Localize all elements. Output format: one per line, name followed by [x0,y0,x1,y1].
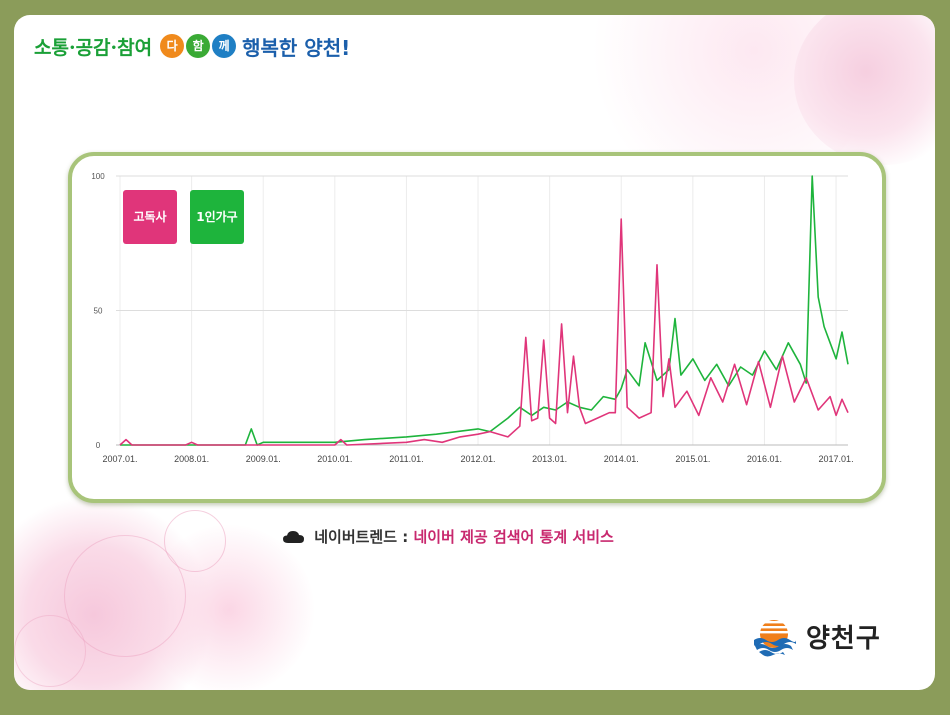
slogan-text-2: 행복한 양천! [242,35,351,60]
caption-source: 네이버트렌드 : [314,528,409,546]
legend-item-single-household: 1인가구 [190,190,244,244]
series-line-godoksa [119,218,849,446]
yangcheon-logo: 양천구 [752,614,881,658]
y-tick-label: 0 [96,441,101,450]
slogan-circle-2: 함 [186,34,211,58]
x-tick-label: 2012.01. [461,454,496,464]
x-tick-label: 2014.01. [604,454,639,464]
slogan-circle-3: 께 [212,34,237,58]
legend-item-godoksa: 고독사 [123,190,177,244]
y-tick-label: 50 [94,307,103,316]
cloud-icon [283,531,304,543]
series-line-single-household [120,175,849,446]
bokeh-ring-decoration [14,615,86,687]
bokeh-ring-decoration [164,510,226,572]
caption-description: 네이버 제공 검색어 통계 서비스 [413,528,614,546]
x-tick-label: 2013.01. [532,454,567,464]
x-tick-label: 2009.01. [246,454,281,464]
chart-card: 2007.01. 2008.01. 2009.01. 2010.01. 2011.01.… [68,152,886,503]
slogan-text: 소통·공감·참여 [34,36,153,59]
trend-chart: 2007.01. 2008.01. 2009.01. 2010.01. 2011.01.… [91,172,854,464]
x-tick-label: 2011.01. [389,454,423,464]
x-tick-label: 2015.01. [675,454,710,464]
x-tick-label: 2007.01. [102,454,137,464]
x-tick-label: 2017.01. [819,454,854,464]
sun-wave-emblem-icon [753,615,796,657]
x-tick-label: 2008.01. [174,454,209,464]
slogan-circle-1: 다 [160,34,185,58]
bokeh-ring-decoration [64,535,186,657]
org-name: 양천구 [806,623,881,654]
x-tick-label: 2016.01. [747,454,782,464]
x-tick-label: 2010.01. [317,454,352,464]
slogan-logo: 소통·공감·참여 다 함 께 행복한 양천! [34,28,350,64]
y-tick-label: 100 [91,172,105,181]
source-caption: 네이버트렌드 : 네이버 제공 검색어 통계 서비스 [283,526,614,547]
